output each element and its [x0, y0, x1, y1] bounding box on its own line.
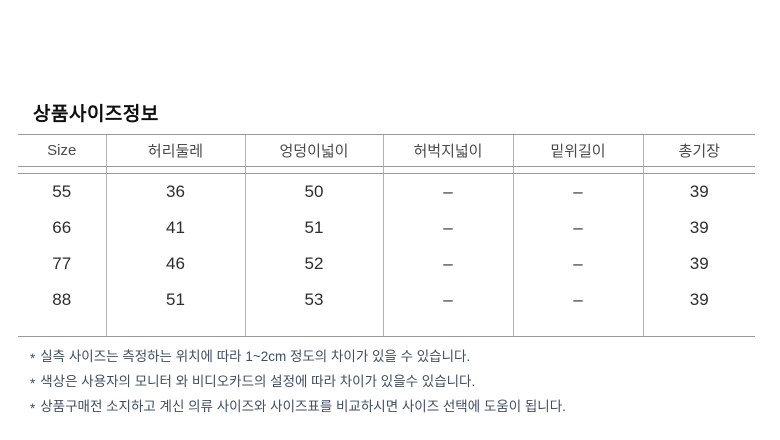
cell-size: 55 — [52, 182, 72, 201]
column-header-size: Size — [18, 134, 106, 167]
header-double-line-spacer — [18, 166, 755, 174]
cell-thigh: – — [382, 246, 513, 282]
cell-size: 77 — [52, 254, 72, 273]
cell-total-length: 39 — [642, 173, 755, 210]
section-title: 상품사이즈정보 — [33, 104, 159, 125]
cell-total-length: 39 — [642, 246, 755, 282]
table-bottom-padding-row — [18, 318, 755, 337]
note-text: 색상은 사용자의 모니터 와 비디오카드의 설정에 따라 차이가 있을수 있습니… — [40, 374, 476, 389]
cell-hip: 53 — [244, 282, 383, 318]
column-header-rise: 밑위길이 — [512, 134, 643, 167]
column-header-total-length: 총기장 — [642, 134, 755, 167]
note-text: 상품구매전 소지하고 계신 의류 사이즈와 사이즈표를 비교하시면 사이즈 선택… — [40, 399, 566, 414]
table-row: 88 51 53 – – 39 — [18, 282, 755, 318]
cell-rise: – — [512, 173, 643, 210]
cell-hip: 50 — [244, 173, 383, 210]
note-text: 실측 사이즈는 측정하는 위치에 따라 1~2cm 정도의 차이가 있을 수 있… — [40, 349, 471, 364]
cell-hip: 51 — [244, 210, 383, 246]
size-table-header-row: Size 허리둘레 엉덩이넓이 허벅지넓이 밑위길이 총기장 — [18, 134, 755, 167]
note-compare-before-purchase: * 상품구매전 소지하고 계신 의류 사이즈와 사이즈표를 비교하시면 사이즈 선… — [30, 394, 566, 419]
column-header-hip: 엉덩이넓이 — [244, 134, 383, 167]
cell-hip: 52 — [244, 246, 383, 282]
cell-rise: – — [512, 246, 643, 282]
column-header-waist: 허리둘레 — [105, 134, 245, 167]
cell-thigh: – — [382, 210, 513, 246]
note-asterisk: * — [30, 401, 36, 416]
cell-waist: 51 — [105, 282, 245, 318]
table-row: 77 46 52 – – 39 — [18, 246, 755, 282]
table-row: 66 41 51 – – 39 — [18, 210, 755, 246]
note-asterisk: * — [30, 376, 36, 391]
note-color-difference: * 색상은 사용자의 모니터 와 비디오카드의 설정에 따라 차이가 있을수 있습… — [30, 369, 566, 394]
cell-waist: 46 — [105, 246, 245, 282]
note-asterisk: * — [30, 351, 36, 366]
cell-total-length: 39 — [642, 282, 755, 318]
cell-waist: 36 — [105, 173, 245, 210]
column-header-thigh: 허벅지넓이 — [382, 134, 513, 167]
cell-size: 88 — [52, 290, 72, 309]
cell-waist: 41 — [105, 210, 245, 246]
size-notes: * 실측 사이즈는 측정하는 위치에 따라 1~2cm 정도의 차이가 있을 수 … — [30, 344, 566, 419]
size-table: Size 허리둘레 엉덩이넓이 허벅지넓이 밑위길이 총기장 55 36 50 … — [18, 134, 755, 337]
cell-total-length: 39 — [642, 210, 755, 246]
cell-rise: – — [512, 210, 643, 246]
cell-size: 66 — [52, 218, 72, 237]
cell-thigh: – — [382, 173, 513, 210]
table-row: 55 36 50 – – 39 — [18, 173, 755, 210]
cell-thigh: – — [382, 282, 513, 318]
cell-rise: – — [512, 282, 643, 318]
note-measurement-tolerance: * 실측 사이즈는 측정하는 위치에 따라 1~2cm 정도의 차이가 있을 수 … — [30, 344, 566, 369]
